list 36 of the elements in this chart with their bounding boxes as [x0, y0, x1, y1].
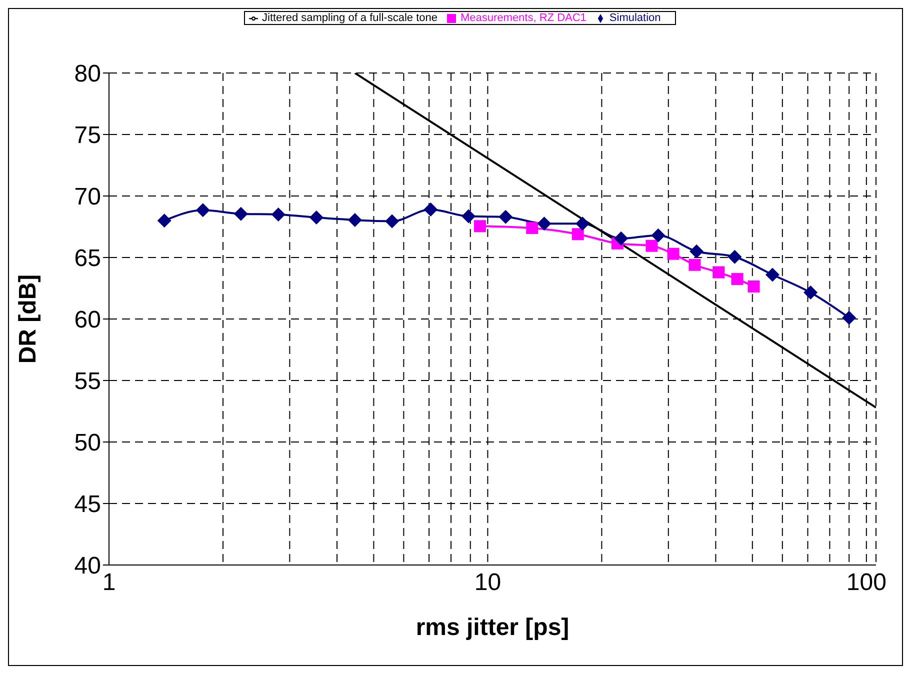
y-tick-label: 60 [74, 306, 101, 334]
point [271, 207, 286, 222]
y-axis-title: DR [dB] [14, 274, 42, 364]
point [614, 231, 628, 246]
y-tick-label: 70 [74, 184, 101, 211]
legend-label: Measurements, RZ DAC1 [460, 12, 586, 24]
point [576, 216, 590, 231]
point [766, 268, 780, 282]
y-tick-label: 65 [74, 245, 101, 272]
point [537, 216, 552, 231]
x-tick-label: 1 [102, 569, 116, 596]
y-tick-label: 55 [74, 368, 101, 396]
legend-label: Simulation [609, 12, 661, 24]
y-tick-label: 45 [74, 491, 101, 518]
point [385, 214, 400, 228]
legend-label: Jittered sampling of a full-scale tone [262, 12, 438, 24]
point [651, 228, 666, 242]
point [234, 206, 248, 221]
x-tick-label: 10 [474, 569, 502, 596]
point [728, 250, 742, 264]
point [157, 214, 172, 228]
x-tick-label: 100 [846, 569, 886, 596]
point [462, 209, 476, 224]
y-tick-label: 50 [74, 430, 101, 457]
point [498, 210, 513, 224]
point [842, 310, 856, 325]
y-tick-label: 80 [74, 60, 101, 88]
point [424, 202, 438, 217]
point [690, 244, 704, 258]
point [348, 212, 362, 227]
point [196, 203, 210, 218]
point [309, 210, 324, 225]
x-axis-title: rms jitter [ps] [416, 614, 570, 641]
y-tick-label: 75 [74, 122, 101, 150]
y-tick-label: 40 [74, 552, 101, 580]
point [804, 286, 818, 300]
